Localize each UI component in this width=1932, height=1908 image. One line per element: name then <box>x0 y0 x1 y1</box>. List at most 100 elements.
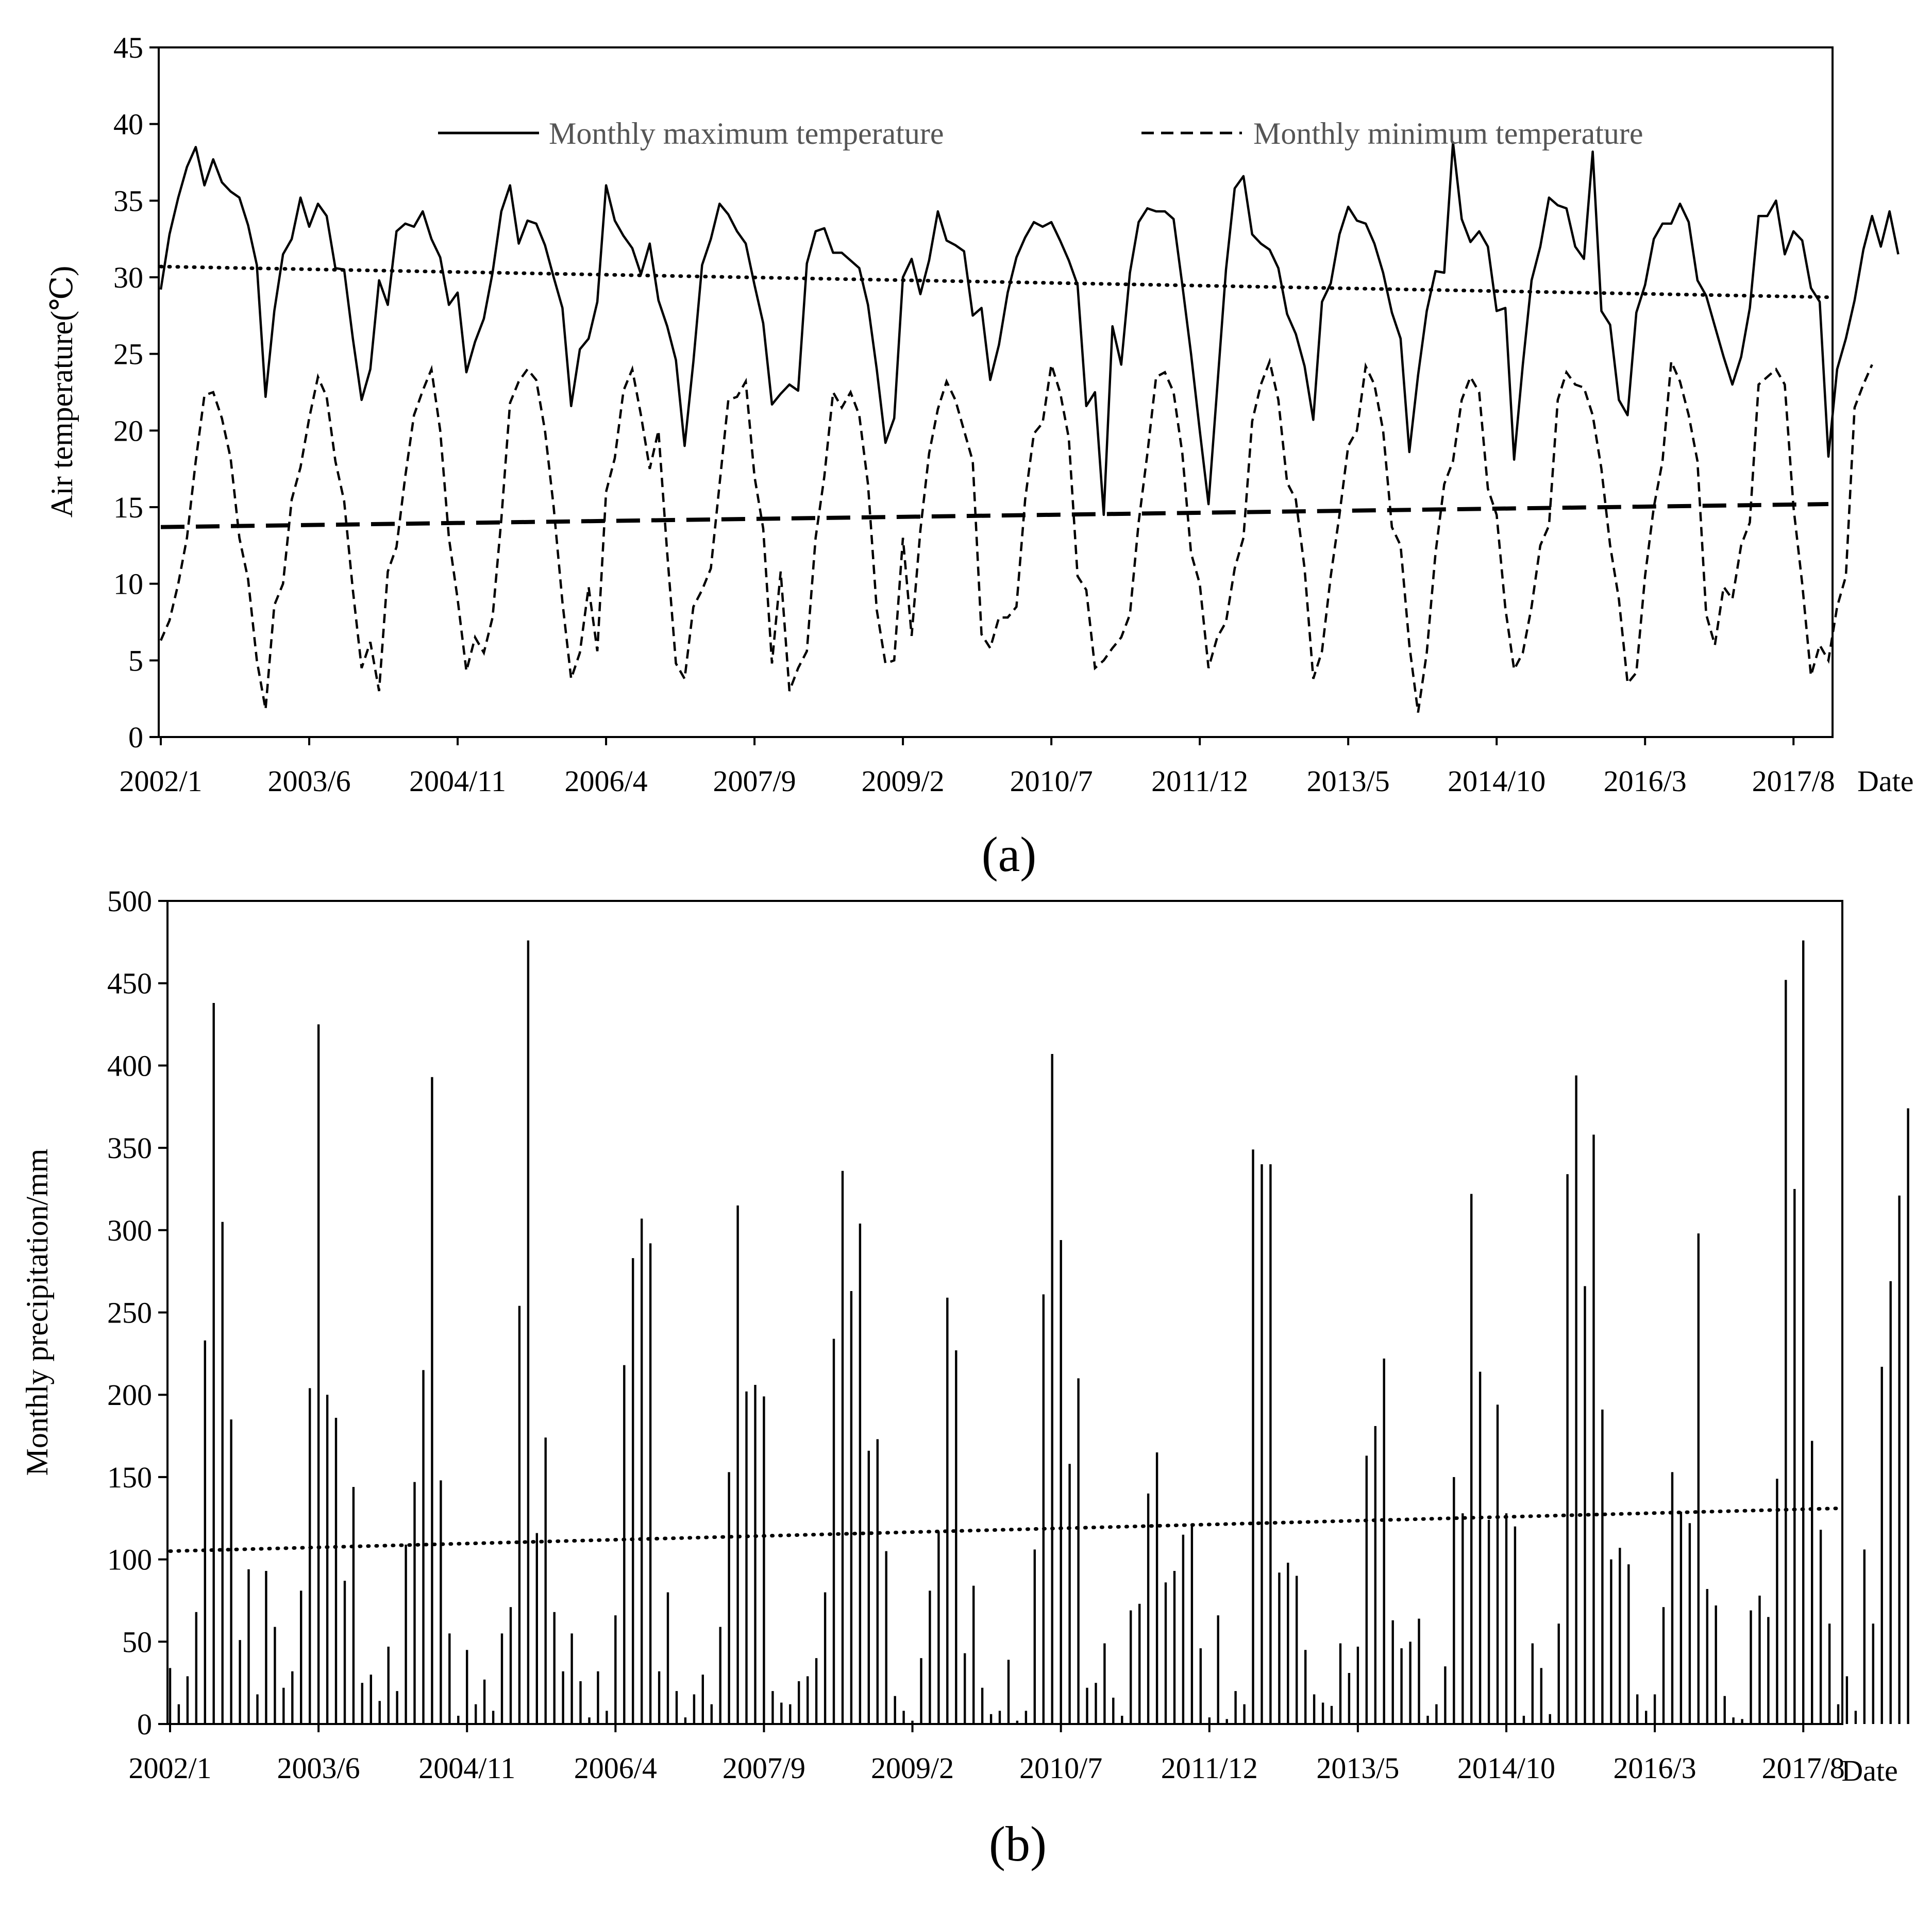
precipitation-bar <box>1514 1526 1517 1724</box>
precipitation-bar <box>518 1306 521 1724</box>
precipitation-bar <box>1190 1525 1194 1724</box>
y-tick-label: 30 <box>113 261 143 294</box>
precipitation-bar <box>396 1691 398 1724</box>
precipitation-bar <box>832 1338 835 1724</box>
precipitation-bar <box>1024 1711 1028 1724</box>
precipitation-bar <box>440 1480 442 1724</box>
precipitation-bar <box>955 1350 957 1724</box>
precipitation-bar <box>553 1612 556 1724</box>
precipitation-bar <box>1863 1549 1866 1724</box>
precipitation-bar <box>1461 1513 1464 1724</box>
x-tick-label: 2014/10 <box>1448 764 1545 798</box>
precipitation-bar <box>1164 1582 1167 1724</box>
precipitation-bar <box>1496 1404 1499 1724</box>
precipitation-bar <box>1619 1548 1621 1724</box>
x-tick-label: 2017/8 <box>1762 1751 1845 1785</box>
precipitation-bar <box>1060 1240 1062 1724</box>
precipitation-bar <box>1758 1595 1761 1724</box>
precipitation-bar <box>265 1571 267 1724</box>
precipitation-bar <box>684 1717 687 1724</box>
precipitation-bar <box>1549 1714 1551 1724</box>
precipitation-bar <box>1138 1603 1141 1724</box>
precipitation-x-axis-label: Date <box>1841 1754 1898 1787</box>
x-tick-label: 2014/10 <box>1457 1751 1555 1785</box>
precipitation-bar <box>701 1675 704 1724</box>
precipitation-bar <box>1828 1624 1831 1724</box>
precipitation-bar <box>771 1691 774 1724</box>
precipitation-bar <box>361 1683 363 1724</box>
precipitation-bar <box>1348 1673 1351 1724</box>
y-tick-label: 100 <box>107 1543 152 1577</box>
x-tick-label: 2007/9 <box>713 764 796 798</box>
y-tick-label: 0 <box>128 721 143 754</box>
precipitation-bar <box>1601 1409 1604 1724</box>
precipitation-bar <box>824 1592 827 1724</box>
precipitation-bar <box>754 1385 757 1724</box>
precipitation-bar <box>1068 1464 1071 1724</box>
panel-label-b: (b) <box>989 1816 1047 1871</box>
precipitation-bar <box>475 1704 477 1724</box>
precipitation-bar <box>1234 1691 1237 1724</box>
precipitation-bar <box>1330 1705 1333 1724</box>
min-temperature-line <box>159 357 1873 713</box>
precipitation-bar <box>221 1221 224 1724</box>
precipitation-bar <box>387 1646 390 1724</box>
precipitation-bar <box>728 1472 730 1724</box>
precipitation-bar <box>815 1658 818 1724</box>
precipitation-bar <box>658 1671 661 1724</box>
precipitation-bar <box>1540 1668 1542 1724</box>
precipitation-bar <box>256 1694 259 1724</box>
precipitation-bar <box>876 1439 879 1724</box>
temperature-y-axis-label: Air temperature(℃) <box>45 266 79 518</box>
y-tick-label: 20 <box>113 414 143 447</box>
precipitation-bar <box>841 1170 844 1724</box>
precipitation-bar <box>1723 1696 1726 1724</box>
precipitation-bar <box>1679 1512 1683 1724</box>
precipitation-bar <box>1522 1716 1525 1724</box>
precipitation-bars <box>169 940 1909 1724</box>
precipitation-bar <box>1750 1610 1752 1724</box>
y-tick-label: 40 <box>113 108 143 141</box>
precipitation-bar <box>369 1675 372 1724</box>
precipitation-bar <box>177 1704 180 1724</box>
x-tick-label: 2002/1 <box>128 1751 211 1785</box>
precipitation-bar <box>169 1668 172 1724</box>
precipitation-y-ticks: 0 50 100 150 200 250 300 350 400 450 500 <box>107 884 167 1741</box>
precipitation-bar <box>500 1633 503 1724</box>
y-tick-label: 45 <box>113 31 143 64</box>
precipitation-bar <box>1121 1716 1123 1724</box>
precipitation-bar <box>1653 1694 1656 1724</box>
precipitation-bar <box>1313 1694 1316 1724</box>
precipitation-bar <box>1889 1281 1892 1724</box>
precipitation-bar <box>1243 1704 1246 1724</box>
y-tick-label: 400 <box>107 1049 152 1082</box>
precipitation-bar <box>1802 940 1805 1724</box>
precipitation-bar <box>1697 1233 1700 1724</box>
precipitation-bar <box>1470 1194 1473 1724</box>
precipitation-bar <box>343 1581 346 1724</box>
precipitation-bar <box>623 1365 626 1724</box>
x-tick-label: 2017/8 <box>1752 764 1835 798</box>
temperature-legend: Monthly maximum temperature Monthly mini… <box>438 116 1643 150</box>
precipitation-bar <box>230 1419 232 1724</box>
precipitation-bar <box>1776 1479 1778 1724</box>
precipitation-bar <box>1767 1617 1770 1724</box>
precipitation-bar <box>1182 1534 1185 1724</box>
precipitation-bar <box>632 1258 634 1724</box>
precipitation-bar <box>239 1640 241 1724</box>
precipitation-bar <box>1907 1108 1909 1724</box>
y-tick-label: 0 <box>137 1708 152 1741</box>
precipitation-bar <box>641 1218 643 1724</box>
precipitation-bar <box>1016 1720 1019 1724</box>
max-temperature-trend-line <box>159 264 1830 299</box>
precipitation-bar <box>1566 1174 1569 1724</box>
precipitation-bar <box>1383 1358 1385 1724</box>
precipitation-bar <box>929 1591 931 1724</box>
precipitation-bar <box>1426 1716 1429 1724</box>
precipitation-bar <box>457 1716 460 1724</box>
precipitation-bar <box>946 1297 949 1724</box>
panel-label-a: (a) <box>982 827 1037 882</box>
x-tick-label: 2010/7 <box>1010 764 1093 798</box>
